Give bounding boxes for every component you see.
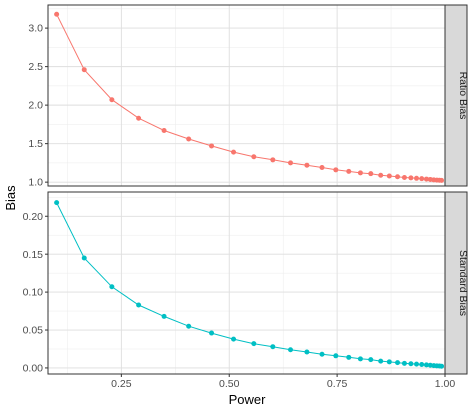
data-point	[109, 284, 115, 290]
data-point	[270, 157, 276, 163]
data-point	[319, 351, 325, 357]
panel-background	[48, 5, 445, 186]
data-point	[136, 115, 142, 121]
data-point	[423, 176, 429, 182]
x-tick-label: 1.00	[435, 378, 456, 390]
data-point	[408, 361, 414, 367]
y-tick-label: 0.20	[23, 211, 44, 223]
y-tick-label: 2.0	[28, 100, 43, 112]
data-point	[378, 358, 384, 364]
data-point	[54, 11, 60, 17]
data-point	[419, 176, 425, 182]
data-point	[161, 128, 167, 134]
data-point	[395, 174, 401, 180]
y-tick-label: 1.5	[28, 138, 43, 150]
x-axis-title: Power	[229, 392, 267, 407]
y-tick-label: 0.10	[23, 287, 44, 299]
y-tick-label: 3.0	[28, 23, 43, 35]
data-point	[346, 168, 352, 174]
y-tick-label: 0.00	[23, 363, 44, 375]
facet-strip-label: Ratio Bias	[457, 72, 469, 120]
data-point	[136, 302, 142, 308]
facet-strip	[444, 191, 468, 375]
data-point	[231, 149, 237, 155]
data-point	[357, 170, 363, 176]
data-point	[333, 353, 339, 359]
data-point	[186, 323, 192, 329]
data-point	[81, 67, 87, 73]
data-point	[346, 354, 352, 360]
data-point	[304, 349, 310, 355]
y-tick-label: 2.5	[28, 61, 43, 73]
facet-strip-label: Standard Bias	[457, 250, 469, 316]
data-point	[386, 359, 392, 365]
data-point	[186, 136, 192, 142]
data-point	[439, 363, 445, 369]
y-tick-label: 1.0	[28, 177, 43, 189]
data-point	[401, 175, 407, 181]
data-point	[386, 173, 392, 179]
data-point	[378, 172, 384, 178]
data-point	[161, 313, 167, 319]
data-point	[319, 165, 325, 171]
x-tick-label: 0.50	[219, 378, 240, 390]
data-point	[251, 341, 257, 347]
y-tick-label: 0.15	[23, 249, 44, 261]
data-point	[54, 200, 60, 206]
data-point	[395, 360, 401, 366]
data-point	[251, 154, 257, 160]
data-point	[401, 360, 407, 366]
data-point	[231, 336, 237, 342]
data-point	[333, 167, 339, 173]
data-point	[368, 357, 374, 363]
data-point	[357, 356, 363, 362]
panel-background	[48, 192, 445, 374]
data-point	[288, 347, 294, 353]
data-point	[109, 97, 115, 103]
x-tick-label: 0.25	[111, 378, 132, 390]
data-point	[423, 362, 429, 368]
panel-1: 0.00 0.05 0.10 0.15 0.20 Standard Bias	[23, 191, 469, 375]
data-point	[414, 175, 420, 181]
y-tick-label: 0.05	[23, 325, 44, 337]
data-point	[81, 255, 87, 261]
data-point	[288, 160, 294, 166]
data-point	[304, 162, 310, 168]
data-point	[209, 330, 215, 336]
data-point	[408, 175, 414, 181]
data-point	[368, 171, 374, 177]
data-point	[439, 177, 445, 183]
data-point	[209, 143, 215, 149]
data-point	[270, 344, 276, 350]
data-point	[419, 362, 425, 368]
data-point	[414, 361, 420, 367]
y-axis-title: Bias	[3, 185, 18, 211]
facet-strip	[444, 4, 468, 187]
x-tick-label: 0.75	[327, 378, 348, 390]
panel-0: 1.0 1.5 2.0 2.5 3.0 Ratio Bias	[28, 4, 469, 189]
